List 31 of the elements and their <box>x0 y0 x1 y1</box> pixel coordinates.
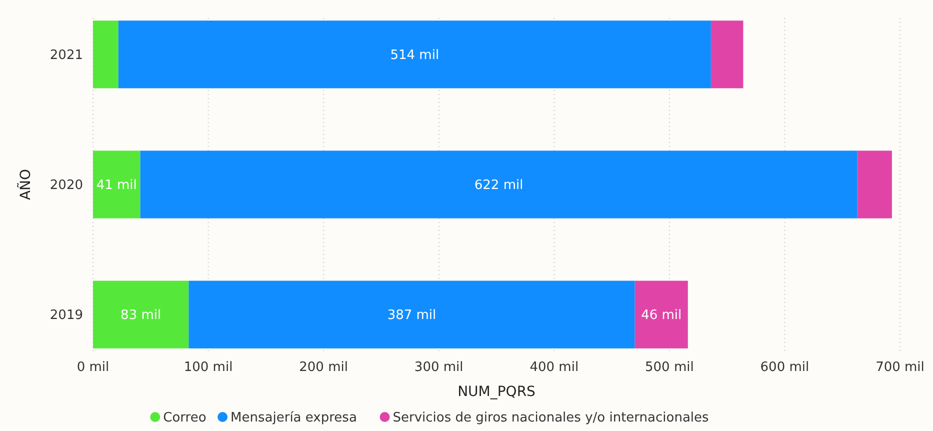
data-label: 83 mil <box>120 308 162 324</box>
data-label: 514 mil <box>390 48 440 63</box>
data-label: 622 mil <box>474 178 524 194</box>
bar <box>93 20 118 88</box>
x-tick-label: 500 mil <box>645 360 694 375</box>
bar <box>857 150 892 218</box>
x-tick-label: 400 mil <box>530 360 579 375</box>
data-label: 41 mil <box>96 178 137 194</box>
y-tick-label: 2019 <box>50 308 83 324</box>
data-label: 46 mil <box>641 308 682 324</box>
legend-label: Servicios de giros nacionales y/o internacionales <box>392 410 710 426</box>
bar <box>93 150 140 218</box>
bar <box>188 280 635 348</box>
bar <box>710 20 744 88</box>
bar <box>118 20 711 88</box>
bar <box>634 280 688 348</box>
data-label: 387 mil <box>387 308 436 324</box>
x-tick-label: 100 mil <box>184 360 233 375</box>
x-tick-label: 700 mil <box>876 360 924 375</box>
y-tick-label: 2020 <box>50 178 83 194</box>
y-tick-label: 2021 <box>50 48 83 63</box>
x-tick-label: 0 mil <box>76 360 110 375</box>
x-tick-label: 600 mil <box>760 360 810 375</box>
bar <box>93 280 189 348</box>
legend-label: Mensajería expresa <box>230 410 357 426</box>
x-axis-title: NUM_PQRS <box>458 384 536 400</box>
bar <box>140 150 858 218</box>
x-tick-label: 300 mil <box>414 360 464 375</box>
legend-label: Correo <box>163 410 206 426</box>
y-axis-title: AÑO <box>17 168 34 200</box>
x-tick-label: 200 mil <box>299 360 348 375</box>
